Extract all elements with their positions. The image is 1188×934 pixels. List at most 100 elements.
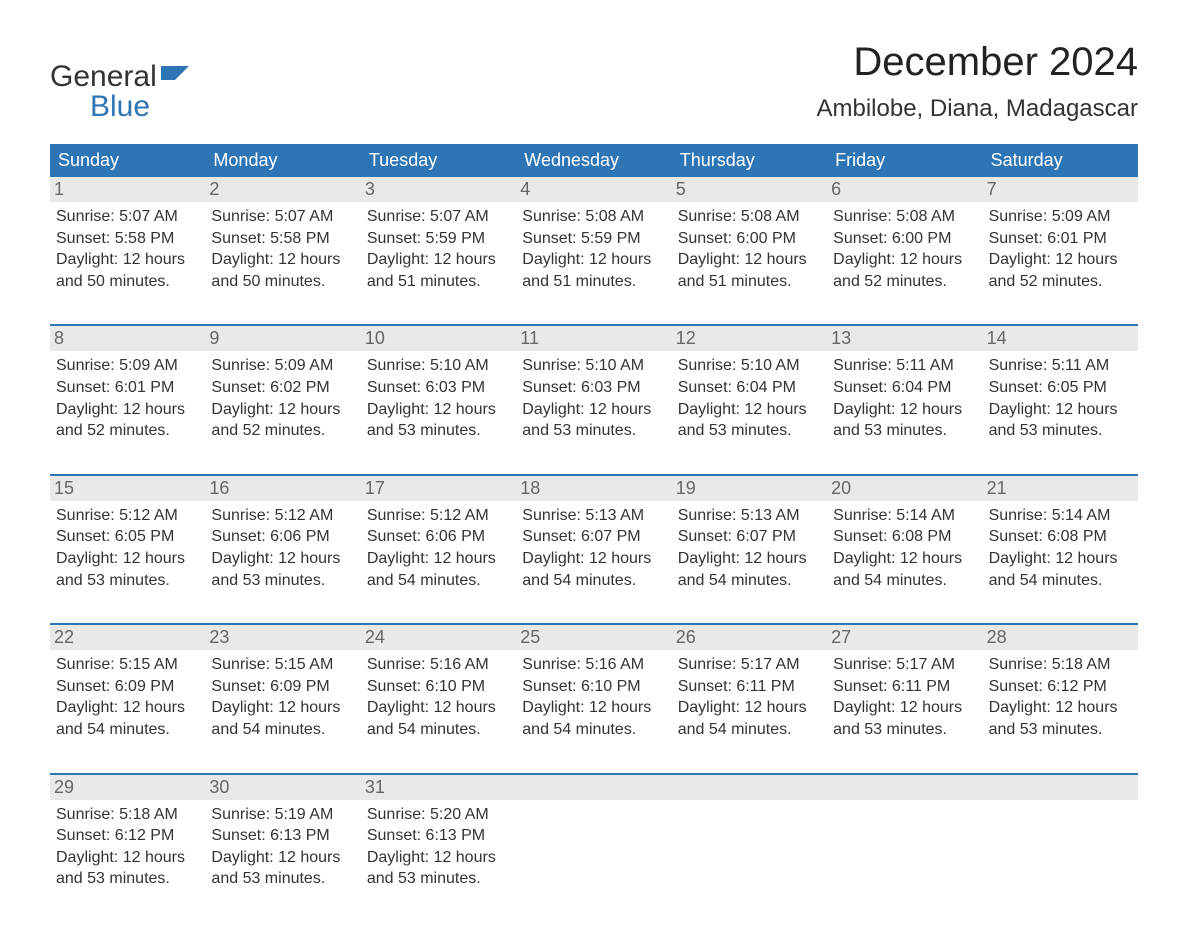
day-cell: Sunrise: 5:10 AMSunset: 6:03 PMDaylight:…	[516, 351, 671, 445]
day-sunrise: Sunrise: 5:08 AM	[833, 206, 976, 228]
day-sunset: Sunset: 5:59 PM	[522, 228, 665, 250]
day-cell: Sunrise: 5:16 AMSunset: 6:10 PMDaylight:…	[361, 650, 516, 744]
day-daylight2: and 53 minutes.	[56, 570, 199, 592]
day-daylight1: Daylight: 12 hours	[522, 399, 665, 421]
day-sunset: Sunset: 6:08 PM	[833, 526, 976, 548]
day-number: 2	[205, 177, 360, 202]
day-number: 4	[516, 177, 671, 202]
day-daylight2: and 54 minutes.	[989, 570, 1132, 592]
day-daylight1: Daylight: 12 hours	[211, 847, 354, 869]
day-body-row: Sunrise: 5:09 AMSunset: 6:01 PM Daylight:…	[50, 351, 1138, 445]
day-daylight1: Daylight: 12 hours	[678, 399, 821, 421]
day-number	[983, 775, 1138, 800]
day-daylight2: and 53 minutes.	[211, 868, 354, 890]
day-sunset: Sunset: 6:12 PM	[989, 676, 1132, 698]
day-sunrise: Sunrise: 5:10 AM	[522, 355, 665, 377]
day-sunrise: Sunrise: 5:14 AM	[833, 505, 976, 527]
day-number	[672, 775, 827, 800]
day-daylight1: Daylight: 12 hours	[522, 548, 665, 570]
day-sunset: Sunset: 6:00 PM	[678, 228, 821, 250]
day-cell: Sunrise: 5:10 AMSunset: 6:04 PMDaylight:…	[672, 351, 827, 445]
day-daylight1: Daylight: 12 hours	[989, 697, 1132, 719]
day-sunset: Sunset: 5:58 PM	[211, 228, 354, 250]
day-sunrise: Sunrise: 5:11 AM	[989, 355, 1132, 377]
day-sunrise: Sunrise: 5:16 AM	[367, 654, 510, 676]
day-daylight2: and 54 minutes.	[56, 719, 199, 741]
day-cell: Sunrise: 5:18 AMSunset: 6:12 PMDaylight:…	[983, 650, 1138, 744]
day-cell	[672, 800, 827, 894]
day-number: 5	[672, 177, 827, 202]
day-number: 7	[983, 177, 1138, 202]
day-cell: Sunrise: 5:11 AMSunset: 6:05 PMDaylight:…	[983, 351, 1138, 445]
day-number: 20	[827, 476, 982, 501]
day-body-row: Sunrise: 5:07 AMSunset: 5:58 PMDaylight:…	[50, 202, 1138, 296]
day-number: 22	[50, 625, 205, 650]
day-cell: Sunrise: 5:15 AMSunset: 6:09 PMDaylight:…	[205, 650, 360, 744]
day-daylight2: and 54 minutes.	[522, 570, 665, 592]
day-daylight1: Daylight: 12 hours	[833, 399, 976, 421]
day-cell: Sunrise: 5:09 AMSunset: 6:02 PMDaylight:…	[205, 351, 360, 445]
day-sunrise: Sunrise: 5:14 AM	[989, 505, 1132, 527]
day-cell: Sunrise: 5:11 AMSunset: 6:04 PMDaylight:…	[827, 351, 982, 445]
day-sunset: Sunset: 6:13 PM	[211, 825, 354, 847]
day-header: Monday	[205, 144, 360, 177]
day-daylight1: Daylight: 12 hours	[56, 697, 199, 719]
day-header: Sunday	[50, 144, 205, 177]
day-number: 21	[983, 476, 1138, 501]
day-sunset: Sunset: 6:06 PM	[211, 526, 354, 548]
day-cell	[983, 800, 1138, 894]
day-daylight1: Daylight: 12 hours	[833, 697, 976, 719]
day-cell: Sunrise: 5:13 AMSunset: 6:07 PMDaylight:…	[516, 501, 671, 595]
day-cell: Sunrise: 5:15 AMSunset: 6:09 PMDaylight:…	[50, 650, 205, 744]
day-cell: Sunrise: 5:12 AMSunset: 6:05 PMDaylight:…	[50, 501, 205, 595]
day-sunset: Sunset: 5:59 PM	[367, 228, 510, 250]
day-daylight1: Daylight: 12 hours	[678, 548, 821, 570]
day-cell: Sunrise: 5:09 AMSunset: 6:01 PMDaylight:…	[50, 351, 205, 445]
day-sunset: Sunset: 6:01 PM	[56, 377, 199, 399]
day-sunrise: Sunrise: 5:18 AM	[989, 654, 1132, 676]
day-number: 11	[516, 326, 671, 351]
day-number-row: 15161718192021	[50, 476, 1138, 501]
day-sunset: Sunset: 5:58 PM	[56, 228, 199, 250]
day-cell: Sunrise: 5:07 AMSunset: 5:58 PMDaylight:…	[50, 202, 205, 296]
week: 1234567Sunrise: 5:07 AMSunset: 5:58 PMDa…	[50, 177, 1138, 296]
header: General Blue December 2024 Ambilobe, Dia…	[0, 0, 1188, 134]
day-daylight2: and 54 minutes.	[833, 570, 976, 592]
day-sunrise: Sunrise: 5:18 AM	[56, 804, 199, 826]
day-daylight2: and 51 minutes.	[522, 271, 665, 293]
day-number: 9	[205, 326, 360, 351]
day-number: 18	[516, 476, 671, 501]
day-cell: Sunrise: 5:07 AMSunset: 5:59 PMDaylight:…	[361, 202, 516, 296]
day-daylight2: and 50 minutes.	[56, 271, 199, 293]
day-sunrise: Sunrise: 5:09 AM	[56, 355, 199, 377]
day-daylight1: Daylight: 12 hours	[522, 249, 665, 271]
week: 22232425262728Sunrise: 5:15 AMSunset: 6:…	[50, 623, 1138, 744]
day-daylight2: and 54 minutes.	[522, 719, 665, 741]
day-daylight2: and 51 minutes.	[678, 271, 821, 293]
week: 15161718192021Sunrise: 5:12 AMSunset: 6:…	[50, 474, 1138, 595]
day-sunrise: Sunrise: 5:13 AM	[678, 505, 821, 527]
day-daylight2: and 50 minutes.	[211, 271, 354, 293]
day-number: 17	[361, 476, 516, 501]
day-sunrise: Sunrise: 5:13 AM	[522, 505, 665, 527]
day-daylight1: Daylight: 12 hours	[56, 847, 199, 869]
day-daylight1: Daylight: 12 hours	[367, 847, 510, 869]
day-sunrise: Sunrise: 5:08 AM	[522, 206, 665, 228]
day-sunset: Sunset: 6:03 PM	[522, 377, 665, 399]
day-daylight1: Daylight: 12 hours	[833, 548, 976, 570]
day-cell: Sunrise: 5:14 AMSunset: 6:08 PMDaylight:…	[827, 501, 982, 595]
day-sunset: Sunset: 6:02 PM	[211, 377, 354, 399]
day-sunset: Sunset: 6:05 PM	[989, 377, 1132, 399]
day-daylight2: and 54 minutes.	[367, 570, 510, 592]
day-body-row: Sunrise: 5:15 AMSunset: 6:09 PMDaylight:…	[50, 650, 1138, 744]
day-sunrise: Sunrise: 5:17 AM	[833, 654, 976, 676]
day-daylight2: and 53 minutes.	[678, 420, 821, 442]
day-number: 15	[50, 476, 205, 501]
day-cell: Sunrise: 5:12 AMSunset: 6:06 PMDaylight:…	[205, 501, 360, 595]
week: 891011121314Sunrise: 5:09 AMSunset: 6:01…	[50, 324, 1138, 445]
day-daylight2: and 53 minutes.	[989, 719, 1132, 741]
calendar: SundayMondayTuesdayWednesdayThursdayFrid…	[50, 144, 1138, 894]
day-number: 12	[672, 326, 827, 351]
day-number-row: 1234567	[50, 177, 1138, 202]
day-sunset: Sunset: 6:04 PM	[833, 377, 976, 399]
